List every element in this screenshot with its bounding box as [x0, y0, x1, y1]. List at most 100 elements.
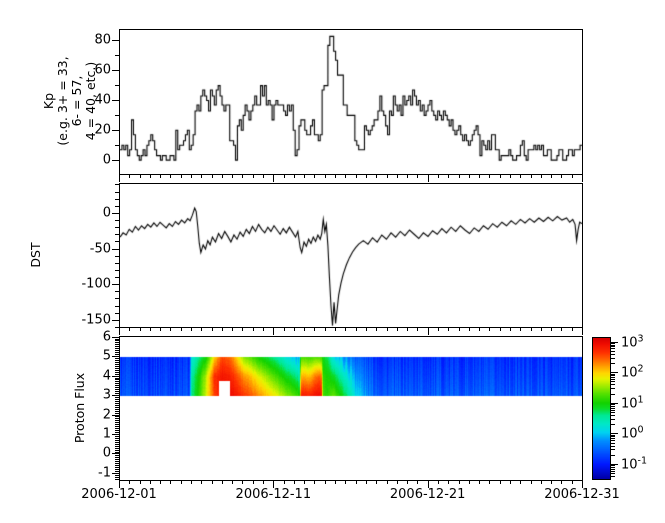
colorbar-minor-tick: [611, 381, 615, 382]
y-major-tick: [112, 395, 119, 396]
x-major-tick: [273, 328, 274, 335]
proton_flux-y-tick-label: 4: [102, 368, 111, 384]
x-minor-tick: [510, 481, 511, 484]
y-minor-tick: [115, 430, 119, 431]
y-minor-tick: [115, 393, 119, 394]
x-minor-tick: [160, 328, 161, 331]
colorbar: [592, 337, 611, 480]
x-minor-tick: [242, 175, 243, 178]
x-minor-tick: [572, 175, 573, 178]
x-minor-tick: [572, 328, 573, 331]
colorbar-minor-tick: [611, 343, 615, 344]
x-minor-tick: [479, 481, 480, 484]
x-minor-tick: [294, 175, 295, 178]
x-major-tick: [582, 175, 583, 182]
colorbar-tick-label: 10-1: [621, 455, 648, 473]
x-minor-tick: [150, 328, 151, 331]
y-minor-tick: [115, 391, 119, 392]
x-minor-tick: [489, 175, 490, 178]
x-minor-tick: [222, 328, 223, 331]
x-minor-tick: [160, 175, 161, 178]
x-minor-tick: [366, 481, 367, 484]
colorbar-tick-label: 103: [621, 332, 644, 351]
y-minor-tick: [115, 313, 119, 314]
x-minor-tick: [140, 328, 141, 331]
x-minor-tick: [510, 328, 511, 331]
colorbar-major-tick: [611, 342, 618, 343]
y-minor-tick: [115, 241, 119, 242]
y-minor-tick: [115, 424, 119, 425]
y-minor-tick: [115, 407, 119, 408]
x-minor-tick: [572, 481, 573, 484]
x-minor-tick: [489, 481, 490, 484]
kp-y-tick-label: 80: [94, 32, 111, 48]
x-minor-tick: [531, 328, 532, 331]
colorbar-minor-tick: [611, 443, 615, 444]
x-minor-tick: [551, 175, 552, 178]
y-major-tick: [112, 284, 119, 285]
proton_flux-y-tick-label: 5: [102, 348, 111, 364]
x-minor-tick: [335, 175, 336, 178]
y-major-tick: [112, 130, 119, 131]
colorbar-minor-tick: [611, 377, 615, 378]
x-minor-tick: [284, 481, 285, 484]
colorbar-minor-tick: [611, 469, 615, 470]
y-minor-tick: [115, 298, 119, 299]
y-minor-tick: [115, 234, 119, 235]
colorbar-major-tick: [611, 403, 618, 404]
colorbar-tick-label: 101: [621, 394, 644, 412]
y-major-tick: [112, 213, 119, 214]
y-minor-tick: [115, 263, 119, 264]
x-minor-tick: [479, 175, 480, 178]
y-minor-tick: [115, 477, 119, 478]
colorbar-minor-tick: [611, 406, 615, 407]
x-minor-tick: [438, 175, 439, 178]
y-minor-tick: [115, 85, 119, 86]
x-minor-tick: [407, 175, 408, 178]
y-minor-tick: [115, 448, 119, 449]
x-minor-tick: [263, 328, 264, 331]
x-minor-tick: [541, 175, 542, 178]
x-major-tick: [273, 481, 274, 488]
y-minor-tick: [115, 55, 119, 56]
x-minor-tick: [561, 481, 562, 484]
y-minor-tick: [115, 199, 119, 200]
y-minor-tick: [115, 457, 119, 458]
kp-y-tick-label: 40: [94, 92, 111, 108]
colorbar-minor-tick: [611, 408, 615, 409]
x-minor-tick: [201, 175, 202, 178]
y-minor-tick: [115, 438, 119, 439]
x-minor-tick: [397, 175, 398, 178]
x-minor-tick: [170, 175, 171, 178]
dst-y-tick-label: -50: [89, 241, 111, 257]
x-minor-tick: [459, 175, 460, 178]
x-minor-tick: [561, 175, 562, 178]
x-minor-tick: [376, 481, 377, 484]
y-minor-tick: [115, 340, 119, 341]
x-minor-tick: [212, 481, 213, 484]
y-minor-tick: [115, 399, 119, 400]
colorbar-minor-tick: [611, 375, 615, 376]
x-minor-tick: [417, 328, 418, 331]
colorbar-minor-tick: [611, 363, 615, 364]
x-minor-tick: [448, 175, 449, 178]
colorbar-minor-tick: [611, 351, 615, 352]
x-minor-tick: [551, 481, 552, 484]
colorbar-minor-tick: [611, 446, 615, 447]
y-minor-tick: [115, 256, 119, 257]
y-minor-tick: [115, 428, 119, 429]
kp-y-tick-label: 60: [94, 62, 111, 78]
y-minor-tick: [115, 227, 119, 228]
x-minor-tick: [459, 481, 460, 484]
y-minor-tick: [115, 374, 119, 375]
x-minor-tick: [345, 175, 346, 178]
y-major-tick: [112, 70, 119, 71]
x-minor-tick: [253, 175, 254, 178]
x-minor-tick: [232, 481, 233, 484]
colorbar-major-tick: [611, 464, 618, 465]
x-minor-tick: [520, 481, 521, 484]
kp-y-tick-label: 0: [102, 152, 111, 168]
x-minor-tick: [335, 328, 336, 331]
y-minor-tick: [115, 379, 119, 380]
